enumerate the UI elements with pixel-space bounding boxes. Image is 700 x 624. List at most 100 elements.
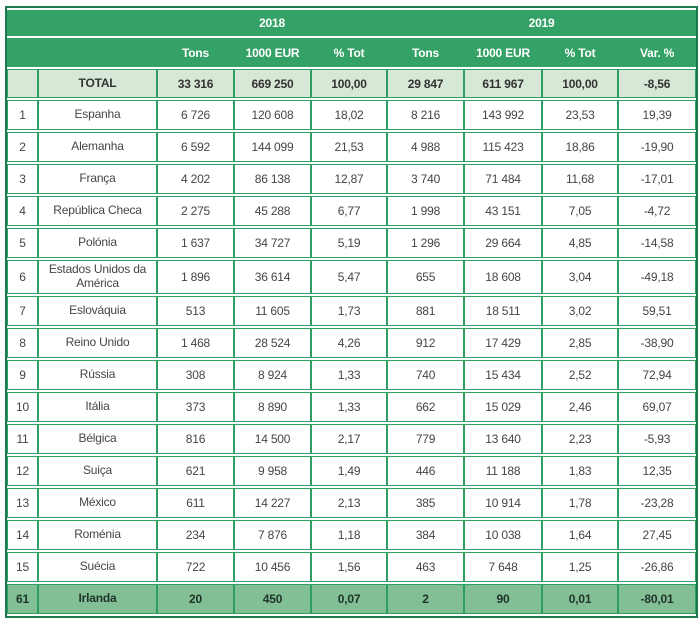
row-value-var-pct: 59,51 (618, 295, 697, 326)
row-value-eur-2018: 8 890 (234, 391, 311, 422)
table-row: 61 Irlanda 20 450 0,07 2 90 0,01 -80,01 (7, 583, 697, 614)
row-value-eur-2018: 120 608 (234, 100, 311, 130)
col-header-tons-2018: Tons (157, 38, 234, 67)
row-value-pct-2018: 100,00 (311, 69, 388, 98)
year-header-2019: 2019 (387, 10, 697, 36)
row-rank: 8 (7, 327, 38, 358)
row-rank: 12 (7, 455, 38, 486)
row-value-pct-2019: 1,64 (542, 519, 619, 550)
row-value-var-pct: -8,56 (618, 69, 697, 98)
row-value-tons-2018: 20 (157, 583, 234, 614)
row-value-tons-2018: 722 (157, 551, 234, 582)
row-value-eur-2019: 11 188 (464, 455, 543, 486)
row-value-eur-2019: 115 423 (464, 132, 543, 162)
row-rank: 3 (7, 164, 38, 194)
row-value-eur-2019: 10 914 (464, 487, 543, 518)
row-value-var-pct: -5,93 (618, 423, 697, 454)
row-rank: 13 (7, 487, 38, 518)
row-value-eur-2019: 15 434 (464, 359, 543, 390)
row-value-eur-2019: 18 511 (464, 295, 543, 326)
row-value-tons-2019: 1 998 (387, 196, 465, 226)
row-country: Estados Unidos da América (38, 260, 157, 294)
row-rank: 6 (7, 260, 38, 294)
row-value-pct-2019: 0,01 (542, 583, 619, 614)
row-value-pct-2018: 12,87 (311, 164, 388, 194)
row-rank: 9 (7, 359, 38, 390)
row-value-pct-2019: 1,78 (542, 487, 619, 518)
row-value-pct-2018: 1,56 (311, 551, 388, 582)
row-value-eur-2019: 29 664 (464, 228, 543, 258)
row-value-var-pct: -19,90 (618, 132, 697, 162)
row-country: Reino Unido (38, 327, 157, 358)
row-value-var-pct: -17,01 (618, 164, 697, 194)
row-value-eur-2019: 15 029 (464, 391, 543, 422)
row-value-eur-2018: 8 924 (234, 359, 311, 390)
row-value-tons-2018: 1 896 (157, 260, 234, 294)
country-data-table: 2018 2019 Tons 1000 EUR % Tot Tons 1000 … (5, 6, 699, 618)
column-header-row: Tons 1000 EUR % Tot Tons 1000 EUR % Tot … (7, 38, 697, 67)
col-header-pct-2018: % Tot (311, 38, 388, 67)
row-value-eur-2018: 45 288 (234, 196, 311, 226)
row-value-tons-2018: 2 275 (157, 196, 234, 226)
table-row: 5 Polónia 1 637 34 727 5,19 1 296 29 664… (7, 228, 697, 258)
col-header-pct-2019: % Tot (542, 38, 619, 67)
row-value-var-pct: -23,28 (618, 487, 697, 518)
row-value-eur-2018: 450 (234, 583, 311, 614)
table-row: 4 República Checa 2 275 45 288 6,77 1 99… (7, 196, 697, 226)
row-value-pct-2018: 21,53 (311, 132, 388, 162)
row-value-eur-2018: 144 099 (234, 132, 311, 162)
row-value-var-pct: -14,58 (618, 228, 697, 258)
row-value-pct-2018: 1,73 (311, 295, 388, 326)
corner-cell-rank-2 (7, 38, 38, 67)
corner-cell-country-2 (38, 38, 157, 67)
row-country: Suécia (38, 551, 157, 582)
row-value-tons-2018: 621 (157, 455, 234, 486)
row-value-eur-2019: 17 429 (464, 327, 543, 358)
row-value-pct-2019: 18,86 (542, 132, 619, 162)
row-value-var-pct: 19,39 (618, 100, 697, 130)
row-value-eur-2019: 18 608 (464, 260, 543, 294)
row-value-tons-2018: 611 (157, 487, 234, 518)
row-value-pct-2018: 0,07 (311, 583, 388, 614)
row-value-pct-2019: 2,85 (542, 327, 619, 358)
table-row: 11 Bélgica 816 14 500 2,17 779 13 640 2,… (7, 423, 697, 454)
row-country: Irlanda (38, 583, 157, 614)
row-country: Rússia (38, 359, 157, 390)
row-value-pct-2018: 18,02 (311, 100, 388, 130)
row-value-tons-2018: 1 637 (157, 228, 234, 258)
row-value-eur-2019: 71 484 (464, 164, 543, 194)
row-value-pct-2019: 2,23 (542, 423, 619, 454)
col-header-eur-2019: 1000 EUR (464, 38, 543, 67)
row-value-tons-2018: 234 (157, 519, 234, 550)
row-value-tons-2019: 446 (387, 455, 465, 486)
row-rank: 61 (7, 583, 38, 614)
corner-cell-country (38, 10, 157, 36)
row-value-var-pct: 12,35 (618, 455, 697, 486)
row-rank: 15 (7, 551, 38, 582)
row-value-tons-2019: 3 740 (387, 164, 465, 194)
row-value-eur-2018: 86 138 (234, 164, 311, 194)
row-value-pct-2018: 2,13 (311, 487, 388, 518)
col-header-eur-2018: 1000 EUR (234, 38, 311, 67)
row-value-pct-2019: 100,00 (542, 69, 619, 98)
row-value-pct-2019: 7,05 (542, 196, 619, 226)
year-header-2018: 2018 (157, 10, 388, 36)
row-value-tons-2019: 2 (387, 583, 465, 614)
row-value-tons-2019: 8 216 (387, 100, 465, 130)
row-country: Alemanha (38, 132, 157, 162)
row-value-tons-2018: 816 (157, 423, 234, 454)
row-value-var-pct: -49,18 (618, 260, 697, 294)
row-value-tons-2019: 1 296 (387, 228, 465, 258)
row-country: Polónia (38, 228, 157, 258)
table-row: 8 Reino Unido 1 468 28 524 4,26 912 17 4… (7, 327, 697, 358)
row-value-tons-2018: 33 316 (157, 69, 234, 98)
row-value-var-pct: -38,90 (618, 327, 697, 358)
row-rank: 14 (7, 519, 38, 550)
row-value-tons-2019: 29 847 (387, 69, 465, 98)
row-country: Espanha (38, 100, 157, 130)
row-value-tons-2019: 881 (387, 295, 465, 326)
row-value-pct-2019: 2,52 (542, 359, 619, 390)
table-row: 9 Rússia 308 8 924 1,33 740 15 434 2,52 … (7, 359, 697, 390)
row-rank (7, 69, 38, 98)
row-value-tons-2019: 740 (387, 359, 465, 390)
